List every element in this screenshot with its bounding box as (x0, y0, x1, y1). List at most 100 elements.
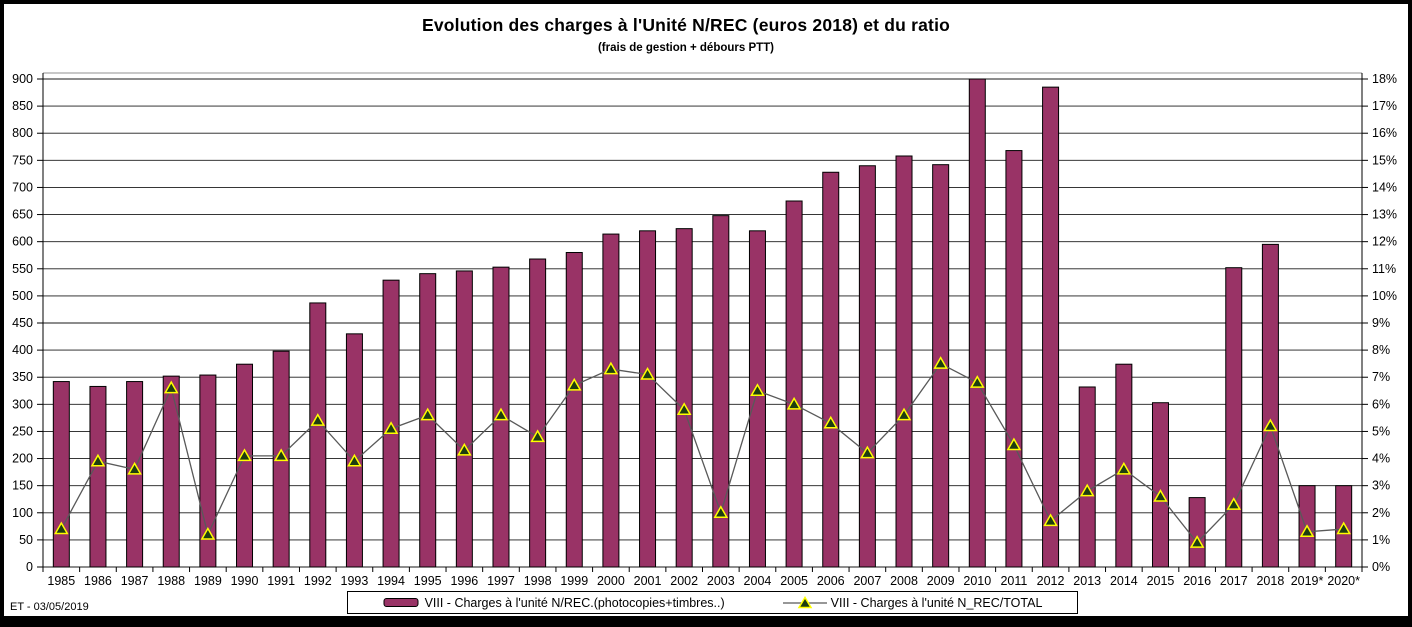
left-axis-label: 350 (12, 370, 33, 384)
x-axis-label-1996: 1996 (450, 574, 478, 588)
left-axis-label: 650 (12, 208, 33, 222)
bar-2011 (1005, 150, 1023, 568)
bar-2002 (675, 228, 693, 568)
x-axis-label-1994: 1994 (377, 574, 405, 588)
bar-1998 (529, 258, 547, 568)
right-axis-label: 17% (1372, 99, 1397, 113)
legend-bar-label: VIII - Charges à l'unité N/REC.(photocop… (424, 595, 725, 610)
ratio-marker-1999 (566, 377, 582, 391)
x-axis-label-2009: 2009 (927, 574, 955, 588)
right-axis-label: 14% (1372, 180, 1397, 194)
x-axis-label-2003: 2003 (707, 574, 735, 588)
x-axis-label-2011: 2011 (1000, 574, 1027, 588)
right-axis-label: 3% (1372, 479, 1390, 493)
ratio-marker-2001 (640, 366, 655, 380)
left-axis-label: 900 (12, 72, 33, 86)
ratio-marker-1997 (493, 407, 509, 421)
bar-2000 (602, 233, 620, 568)
x-axis-label-2018: 2018 (1256, 574, 1284, 588)
ratio-marker-1994 (383, 421, 399, 434)
x-axis-label-2015: 2015 (1147, 574, 1175, 588)
ratio-marker-1993 (347, 453, 362, 467)
bar-2018 (1261, 243, 1279, 568)
x-axis-label-1998: 1998 (524, 574, 552, 588)
x-axis-label-2005: 2005 (780, 574, 808, 588)
x-axis-label-1987: 1987 (121, 574, 149, 588)
bar-2016 (1188, 497, 1206, 568)
right-axis-label: 7% (1372, 370, 1390, 384)
bottom-border-bar (0, 616, 1412, 627)
bar-2008 (895, 155, 913, 568)
bar-1986 (89, 385, 107, 568)
ratio-marker-2018 (1263, 418, 1278, 432)
x-axis-label-1985: 1985 (47, 574, 75, 588)
bar-2007 (858, 165, 876, 568)
left-axis-label: 200 (12, 452, 33, 466)
legend: VIII - Charges à l'unité N/REC.(photocop… (347, 591, 1078, 614)
ratio-marker-2019* (1299, 524, 1315, 538)
bar-1988 (162, 375, 180, 568)
bar-1985 (52, 381, 70, 568)
ratio-marker-2000 (603, 361, 619, 375)
ratio-marker-2004 (750, 383, 765, 397)
right-axis-label: 15% (1372, 153, 1397, 167)
x-axis-label-2002: 2002 (670, 574, 698, 588)
ratio-marker-1992 (310, 413, 326, 426)
legend-bar-glyph (383, 598, 419, 607)
right-axis-label: 18% (1372, 72, 1397, 86)
right-axis-label: 5% (1372, 424, 1390, 438)
left-axis-label: 300 (12, 397, 33, 411)
left-axis-label: 100 (12, 506, 33, 520)
right-axis-label: 2% (1372, 506, 1390, 520)
x-axis-label-2010: 2010 (963, 574, 991, 588)
left-axis-label: 550 (12, 262, 33, 276)
x-axis-label-2020*: 2020* (1327, 574, 1360, 588)
legend-line-label: VIII - Charges à l'unité N_REC/TOTAL (830, 595, 1043, 610)
bar-2015 (1151, 402, 1169, 568)
left-axis-label: 450 (12, 316, 33, 330)
footer-note: ET - 03/05/2019 (10, 601, 89, 613)
ratio-marker-2011 (1006, 437, 1022, 451)
left-axis-label: 800 (12, 126, 33, 140)
bar-2001 (639, 230, 657, 568)
chart-title: Evolution des charges à l'Unité N/REC (e… (421, 15, 951, 35)
ratio-marker-2002 (676, 402, 692, 416)
ratio-marker-2015 (1153, 488, 1168, 502)
x-axis-label-1995: 1995 (414, 574, 442, 588)
right-axis-label: 1% (1372, 533, 1390, 547)
x-axis-label-1992: 1992 (304, 574, 332, 588)
x-axis-label-2000: 2000 (597, 574, 625, 588)
bar-1992 (309, 302, 327, 568)
ratio-marker-2017 (1226, 497, 1242, 510)
x-axis-label-1989: 1989 (194, 574, 222, 588)
right-axis-label: 0% (1372, 560, 1390, 574)
bar-2017 (1225, 267, 1243, 568)
x-axis-label-1991: 1991 (267, 574, 295, 588)
bar-2006 (822, 171, 840, 568)
line-series-swatch-icon (782, 595, 827, 608)
x-axis-label-2008: 2008 (890, 574, 918, 588)
bar-series-swatch-icon (383, 598, 419, 607)
left-axis-label: 50 (19, 533, 33, 547)
ratio-marker-1996 (457, 442, 472, 456)
ratio-marker-1998 (530, 429, 545, 443)
ratio-marker-2008 (896, 407, 912, 421)
left-axis-label: 600 (12, 235, 33, 249)
ratio-marker-1995 (420, 407, 436, 421)
ratio-marker-1990 (237, 448, 252, 462)
x-axis-label-1988: 1988 (157, 574, 185, 588)
ratio-marker-1989 (200, 526, 216, 540)
x-axis-label-2007: 2007 (853, 574, 881, 588)
bar-2004 (748, 230, 766, 568)
x-axis-label-2001: 2001 (634, 574, 662, 588)
ratio-marker-2005 (786, 396, 802, 410)
right-axis-label: 4% (1372, 452, 1390, 466)
x-axis-label-1986: 1986 (84, 574, 112, 588)
legend-marker-glyph (797, 595, 812, 608)
x-axis-label-2006: 2006 (817, 574, 845, 588)
ratio-marker-2010 (969, 375, 985, 388)
right-axis-label: 10% (1372, 289, 1397, 303)
left-axis-label: 250 (12, 424, 33, 438)
ratio-marker-2009 (933, 356, 948, 369)
right-axis-label: 8% (1372, 343, 1390, 357)
